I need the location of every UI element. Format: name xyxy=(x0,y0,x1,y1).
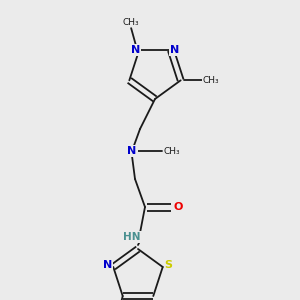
Text: S: S xyxy=(165,260,173,270)
Text: CH₃: CH₃ xyxy=(164,146,180,155)
Text: HN: HN xyxy=(123,232,141,242)
Text: N: N xyxy=(128,146,136,156)
Text: O: O xyxy=(173,202,183,212)
Text: CH₃: CH₃ xyxy=(202,76,219,85)
Text: N: N xyxy=(103,260,112,270)
Text: N: N xyxy=(170,45,179,55)
Text: N: N xyxy=(130,45,140,55)
Text: CH₃: CH₃ xyxy=(123,18,140,27)
